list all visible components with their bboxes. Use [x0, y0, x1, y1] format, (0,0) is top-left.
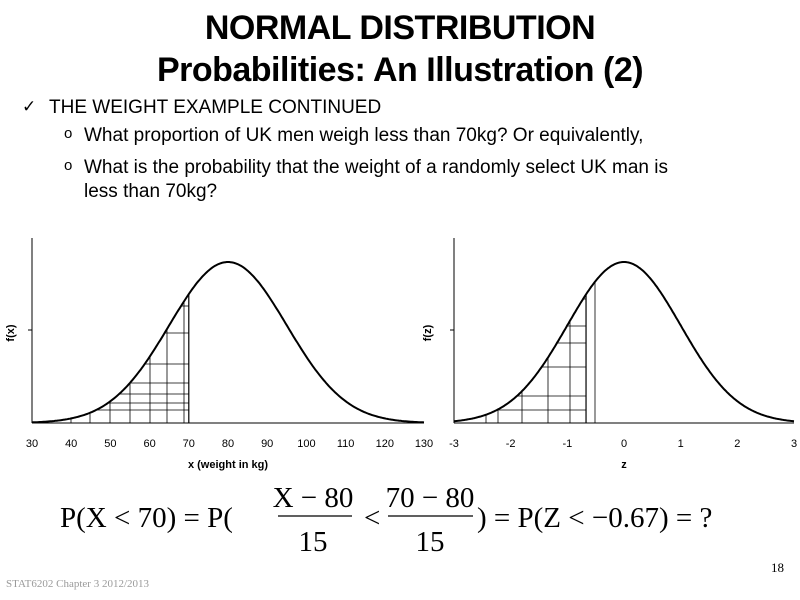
chart-standard-normal: -3 -2 -1 0 1 2 3 z f(z): [422, 238, 797, 471]
equation-denominator-1: 15: [299, 526, 328, 558]
checkmark-icon: ✓: [22, 97, 37, 116]
equation-numerator-2: 70 − 80: [386, 482, 475, 514]
x-tick-label: -2: [506, 438, 516, 450]
x-tick-label: 50: [104, 438, 116, 450]
x-tick-label: 120: [376, 438, 394, 450]
bullet-sub-2-line1: What is the probability that the weight …: [84, 157, 668, 178]
x-tick-label: 70: [183, 438, 195, 450]
x-tick-label: -3: [449, 438, 459, 450]
x-tick-label: 110: [337, 438, 355, 450]
equation-lhs: P(X < 70) = P(: [60, 502, 233, 534]
bullet-sub-2-line2: less than 70kg?: [84, 181, 218, 202]
x-tick-label: -1: [562, 438, 572, 450]
x-tick-label: 80: [222, 438, 234, 450]
x-tick-label: 2: [734, 438, 740, 450]
equation-denominator-2: 15: [416, 526, 445, 558]
x-axis-label: z: [621, 459, 627, 471]
x-tick-label: 3: [791, 438, 797, 450]
y-axis-label: f(x): [5, 324, 17, 341]
hollow-circle-bullet-icon: o: [64, 125, 73, 142]
x-tick-label: 1: [678, 438, 684, 450]
equation-less-than: <: [364, 502, 380, 534]
shaded-grid: [485, 281, 596, 423]
hollow-circle-bullet-icon: o: [64, 157, 73, 174]
slide-title-line1: NORMAL DISTRIBUTION: [204, 9, 596, 47]
density-curve: [31, 261, 425, 424]
equation-numerator-1: X − 80: [273, 482, 354, 514]
equation-rhs: ) = P(Z < −0.67) = ?: [477, 502, 712, 534]
bullet-sub-1: What proportion of UK men weigh less tha…: [84, 125, 644, 146]
y-axis-label: f(z): [422, 324, 434, 341]
shaded-grid: [70, 301, 189, 423]
x-axis-label: x (weight in kg): [188, 459, 268, 471]
slide-title-line2: Probabilities: An Illustration (2): [156, 51, 644, 89]
x-tick-label: 90: [261, 438, 273, 450]
probability-equation: P(X < 70) = P( X − 80 15 < 70 − 80 15 ) …: [60, 482, 712, 558]
page-number: 18: [771, 560, 784, 575]
x-tick-label: 0: [621, 438, 627, 450]
x-tick-label: 100: [297, 438, 315, 450]
x-tick-label: 130: [415, 438, 433, 450]
x-tick-label: 30: [26, 438, 38, 450]
x-tick-label: 60: [143, 438, 155, 450]
x-tick-label: 40: [65, 438, 77, 450]
chart-weight-distribution: 30 40 50 60 70 80 90 100 110 120 130 x (weight in k…: [5, 238, 433, 471]
footer-text: STAT6202 Chapter 3 2012/2013: [6, 578, 150, 590]
bullet-main: THE WEIGHT EXAMPLE CONTINUED: [49, 97, 382, 118]
density-curve: [453, 261, 795, 423]
